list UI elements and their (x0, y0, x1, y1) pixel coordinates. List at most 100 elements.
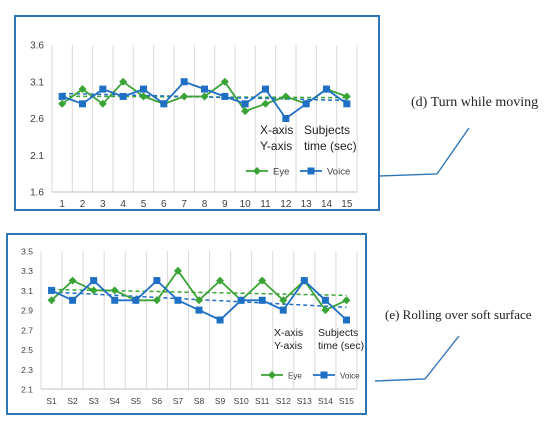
chart-e-legend-label-eye: Eye (288, 372, 302, 381)
chart-d-x-tick-label: 6 (161, 199, 167, 210)
chart-e-annotation-value: time (sec) (318, 340, 364, 352)
chart-d-point-voice (262, 85, 269, 93)
chart-e-y-tick-label: 2.3 (21, 365, 33, 375)
chart-e-svg: 2.1 2.3 2.5 2.7 2.9 3.1 3.3 3.5 S1 S2 S3 S4 S5 S6 S7 S8… (6, 233, 367, 415)
chart-d-annotation-value: Subjects (304, 123, 350, 137)
chart-d-x-tick-label: 13 (301, 199, 313, 210)
chart-d-point-voice (79, 100, 86, 108)
chart-e-x-tick-label: S10 (234, 396, 249, 406)
chart-d-point-eye (78, 85, 87, 94)
chart-e-point-voice (69, 296, 77, 304)
chart-d-x-tick-label: 3 (100, 199, 106, 210)
chart-e-y-tick-label: 2.1 (21, 385, 33, 395)
figure-e-chart-panel: 2.1 2.3 2.5 2.7 2.9 3.1 3.3 3.5 S1 S2 S3 S4 S5 S6 S7 S8… (6, 233, 367, 415)
chart-e-x-tick-label: S2 (67, 396, 78, 406)
chart-d-y-tick-label: 2.1 (30, 151, 44, 162)
chart-e-x-tick-label: S9 (215, 396, 226, 406)
chart-e-point-eye (152, 296, 161, 305)
chart-e-legend-item-eye: Eye (261, 371, 302, 381)
chart-e-point-eye (89, 286, 98, 295)
chart-e-point-voice (111, 296, 119, 304)
chart-e-x-tick-label: S4 (110, 396, 121, 406)
chart-e-annotation-value: Subjects (318, 327, 358, 339)
chart-e-x-tick-label: S11 (255, 396, 270, 406)
chart-d-point-voice (343, 100, 351, 108)
chart-d-point-voice (58, 92, 66, 100)
chart-e-legend-item-voice: Voice (313, 371, 360, 381)
chart-d-annotation-label: Y-axis (260, 139, 292, 153)
chart-d-point-voice (140, 85, 147, 93)
chart-e-y-tick-label: 3.5 (21, 247, 33, 257)
chart-d-x-tick-label: 11 (260, 199, 271, 210)
chart-e-y-tick-label: 2.9 (21, 306, 33, 316)
chart-d-x-tick-label: 2 (80, 199, 86, 210)
chart-d-x-tick-label: 1 (59, 199, 65, 210)
chart-d-annotation-value: time (sec) (304, 139, 357, 153)
chart-e-x-tick-label: S14 (318, 396, 333, 406)
chart-e-point-eye (47, 296, 56, 305)
chart-d-point-eye (139, 92, 148, 101)
chart-d-x-tick-label: 7 (181, 199, 187, 210)
chart-e-point-voice (279, 306, 287, 314)
chart-d-point-voice (282, 115, 290, 122)
chart-e-point-eye (110, 286, 119, 295)
chart-e-point-voice (90, 277, 98, 285)
chart-d-x-tick-label: 15 (341, 199, 353, 210)
chart-e-x-tick-label: S1 (46, 396, 57, 406)
chart-e-annotation-label: Y-axis (274, 340, 302, 352)
chart-d-legend-item-eye: Eye (246, 167, 289, 178)
chart-e-point-voice (216, 316, 224, 324)
chart-d-y-tick-label: 3.6 (30, 41, 44, 52)
chart-d-svg: 1.62.12.63.13.61 2 3 4 5 6 7 8 9 10 11 12 13 14 15X-ax… (14, 15, 380, 211)
chart-d-point-eye (98, 99, 107, 108)
chart-e-point-voice (195, 306, 203, 314)
chart-d-annotation-label: X-axis (260, 123, 293, 137)
chart-d-point-eye (58, 99, 67, 108)
chart-d-point-eye (200, 92, 209, 101)
chart-e-y-tick-label: 3.1 (21, 286, 33, 296)
chart-d-y-tick-label: 1.6 (30, 188, 44, 199)
chart-e-point-voice (342, 316, 350, 324)
chart-e-legend-label-voice: Voice (340, 372, 360, 381)
chart-e-point-eye (195, 296, 203, 305)
chart-e-point-voice (174, 296, 182, 304)
chart-d-y-tick-label: 2.6 (30, 114, 44, 125)
connector-line-e (374, 335, 460, 382)
chart-d-y-tick-label: 3.1 (30, 77, 44, 88)
chart-d-legend-label-eye: Eye (273, 167, 289, 178)
chart-d-point-eye (220, 77, 229, 86)
chart-e-x-tick-label: S3 (88, 396, 99, 406)
chart-d-point-voice (160, 100, 168, 108)
chart-e-point-eye (258, 276, 267, 285)
chart-d-legend-marker-eye (253, 167, 261, 175)
chart-d-frame (14, 15, 380, 211)
chart-d-legend-item-voice: Voice (300, 167, 350, 178)
chart-d-legend-marker-voice (307, 167, 315, 175)
chart-e-x-tick-label: S13 (297, 396, 312, 406)
chart-e-point-voice (153, 277, 161, 285)
chart-d-point-voice (180, 78, 188, 86)
chart-d-legend-label-voice: Voice (327, 167, 350, 178)
chart-e-y-tick-label: 3.3 (21, 266, 33, 276)
connector-line-d (379, 127, 470, 177)
chart-d-point-voice (99, 85, 107, 93)
chart-d-point-eye (180, 92, 189, 101)
chart-d-x-tick-label: 4 (120, 199, 126, 210)
chart-e-x-tick-label: S7 (173, 396, 184, 406)
chart-d-point-voice (241, 100, 249, 108)
chart-d-point-eye (261, 99, 270, 108)
chart-e-point-voice (48, 286, 56, 294)
chart-e-legend-marker-eye (268, 371, 276, 379)
chart-d-point-eye (119, 77, 128, 86)
chart-e-point-voice (321, 296, 329, 304)
chart-d-x-tick-label: 5 (141, 199, 147, 210)
chart-e-frame (6, 233, 367, 415)
chart-d-point-eye (241, 107, 250, 116)
chart-d-x-tick-label: 12 (280, 199, 292, 210)
chart-d-x-tick-label: 14 (321, 199, 333, 210)
figure-d-chart-panel: 1.6 2.1 2.6 3.1 3.6 1 2 3 4 5 6 7 8 9 10 11 12 13 14 15 X-ax… (14, 15, 380, 211)
chart-d-point-voice (119, 92, 127, 100)
chart-e-legend-marker-voice (320, 371, 328, 379)
chart-d-point-eye (281, 92, 290, 101)
chart-d-point-eye (342, 92, 351, 101)
